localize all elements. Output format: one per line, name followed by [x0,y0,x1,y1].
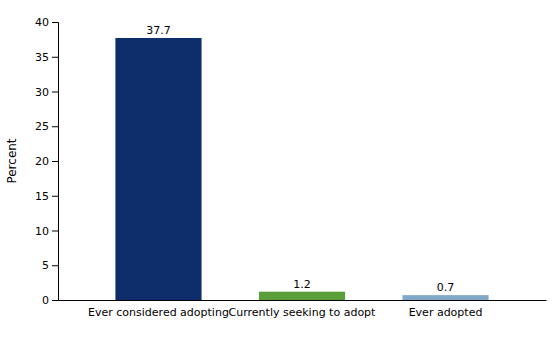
y-tick-label: 25 [35,120,49,133]
x-axis: Ever considered adoptingCurrently seekin… [59,301,547,319]
y-tick-label: 40 [35,16,49,29]
y-tick-label: 30 [35,86,49,99]
y-tick: 10 [35,225,58,238]
y-tick: 40 [35,16,58,29]
y-tick-mark [52,196,58,197]
y-tick: 35 [35,51,58,64]
data-label: 1.2 [293,278,311,291]
x-tick-label: Ever considered adopting [88,306,229,319]
y-tick-mark [52,126,58,127]
y-tick-label: 35 [35,51,49,64]
x-tick: Currently seeking to adopt [229,306,376,319]
y-tick: 25 [35,120,58,133]
data-labels: 37.7 1.2 0.7 [146,24,454,294]
y-tick-mark [52,22,58,23]
y-tick-mark [52,231,58,232]
y-tick-mark [52,265,58,266]
bar [115,38,201,300]
y-tick-mark [52,57,58,58]
y-axis-line [52,23,59,301]
x-tick: Ever considered adopting [88,306,229,319]
y-tick: 5 [42,259,58,272]
y-axis: 0 5 10 15 20 25 30 35 40 [35,16,59,307]
y-tick: 20 [35,155,58,168]
y-tick: 0 [42,294,58,307]
chart-svg: 37.7 1.2 0.7 0 5 10 15 20 25 30 35 40 Ever considere… [0,0,560,340]
x-tick-label: Ever adopted [409,306,483,319]
y-tick-label: 20 [35,155,49,168]
bar [259,292,345,300]
y-tick-label: 10 [35,225,49,238]
y-tick-mark [52,300,58,301]
y-tick-label: 15 [35,190,49,203]
bar [402,295,488,300]
x-tick-label: Currently seeking to adopt [229,306,376,319]
y-tick-label: 0 [42,294,49,307]
y-tick: 15 [35,190,58,203]
data-label: 37.7 [146,24,171,37]
y-tick-label: 5 [42,259,49,272]
data-label: 0.7 [437,281,455,294]
chart-container: 37.7 1.2 0.7 0 5 10 15 20 25 30 35 40 Ever considere… [0,0,560,340]
y-tick: 30 [35,86,58,99]
bars [115,38,488,300]
plot: 37.7 1.2 0.7 0 5 10 15 20 25 30 35 40 Ever considere… [35,16,547,319]
y-tick-mark [52,161,58,162]
x-tick: Ever adopted [409,306,483,319]
x-axis-line [59,300,547,301]
y-axis-title: Percent [5,138,19,183]
y-tick-mark [52,92,58,93]
